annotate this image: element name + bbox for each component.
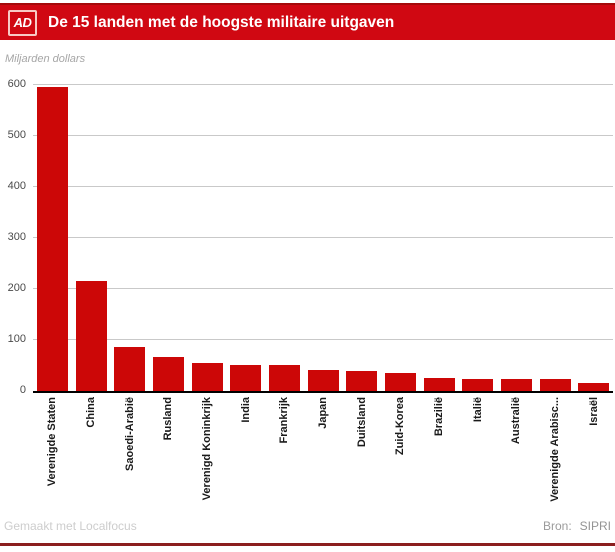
bar-cell — [33, 85, 72, 391]
x-tick-label: Frankrijk — [278, 397, 291, 444]
credit-text: Gemaakt met Localfocus — [4, 519, 137, 533]
bar-cell — [420, 85, 459, 391]
bar-Japan[interactable] — [307, 370, 339, 391]
bar-cell — [265, 85, 304, 391]
bar-cell — [342, 85, 381, 391]
x-tick-label: Brazilië — [433, 397, 446, 437]
bar-Italië[interactable] — [462, 379, 494, 391]
x-label-cell: India — [226, 397, 265, 509]
gridline-100 — [33, 339, 613, 340]
axis-unit-label: Miljarden dollars — [5, 53, 86, 65]
x-tick-label: Rusland — [162, 397, 175, 441]
x-tick-label: Saoedi-Arabië — [123, 397, 136, 471]
x-tick-label: Israël — [587, 397, 600, 426]
bar-India[interactable] — [230, 365, 262, 391]
bar-Australië[interactable] — [500, 379, 532, 391]
bar-Israël[interactable] — [578, 383, 610, 391]
bar-cell — [497, 85, 536, 391]
x-label-cell: China — [72, 397, 111, 509]
source-text: Bron: SIPRI — [543, 519, 611, 533]
page-title: De 15 landen met de hoogste militaire ui… — [48, 13, 395, 31]
bar-cell — [149, 85, 188, 391]
y-tick-label-200: 200 — [7, 282, 26, 294]
x-label-cell: Verenigd Koninkrijk — [188, 397, 227, 509]
bar-cell — [226, 85, 265, 391]
bottom-accent-bar — [0, 543, 615, 546]
x-label-cell: Verenigde Arabisc... — [536, 397, 575, 509]
x-tick-label: India — [239, 397, 252, 423]
x-tick-label: Australië — [510, 397, 523, 445]
x-label-cell: Israël — [574, 397, 613, 509]
bar-Rusland[interactable] — [152, 357, 184, 391]
x-tick-label: Verenigd Koninkrijk — [201, 397, 214, 501]
x-axis-line — [33, 391, 613, 393]
y-tick-label-400: 400 — [7, 180, 26, 192]
source-value: SIPRI — [579, 519, 611, 533]
x-tick-label: Duitsland — [355, 397, 368, 448]
x-tick-label: Verenigde Arabisc... — [549, 397, 562, 502]
y-tick-label-500: 500 — [7, 129, 26, 141]
y-tick-label-100: 100 — [7, 333, 26, 345]
x-tick-label: Zuid-Korea — [394, 397, 407, 456]
bar-Zuid-Korea[interactable] — [384, 373, 416, 391]
x-tick-label: Japan — [317, 397, 330, 429]
x-tick-label: China — [85, 397, 97, 428]
x-label-cell: Brazilië — [420, 397, 459, 509]
source-label: Bron: — [542, 519, 572, 533]
bar-cell — [304, 85, 343, 391]
x-label-cell: Rusland — [149, 397, 188, 509]
bar-Verenigd Koninkrijk[interactable] — [191, 363, 223, 391]
bar-Saoedi-Arabië[interactable] — [114, 347, 146, 391]
ad-logo: AD — [8, 9, 37, 36]
x-tick-label: Verenigde Staten — [46, 397, 59, 487]
bar-series — [33, 85, 613, 391]
bar-cell — [574, 85, 613, 391]
bar-cell — [458, 85, 497, 391]
x-tick-label: Italië — [471, 397, 484, 423]
x-label-cell: Frankrijk — [265, 397, 304, 509]
x-label-cell: Verenigde Staten — [33, 397, 72, 509]
gridline-600 — [33, 84, 613, 85]
gridline-400 — [33, 186, 613, 187]
x-label-cell: Saoedi-Arabië — [110, 397, 149, 509]
plot-area — [33, 84, 613, 391]
bar-Frankrijk[interactable] — [268, 365, 300, 391]
bar-Verenigde Staten[interactable] — [36, 87, 68, 391]
x-axis-labels: Verenigde Staten China Saoedi-Arabië Ruslan… — [33, 397, 613, 509]
x-label-cell: Zuid-Korea — [381, 397, 420, 509]
x-label-cell: Italië — [458, 397, 497, 509]
title-bar: AD De 15 landen met de hoogste militaire… — [0, 3, 615, 40]
x-label-cell: Australië — [497, 397, 536, 509]
x-label-cell: Duitsland — [342, 397, 381, 509]
x-label-cell: Japan — [304, 397, 343, 509]
y-tick-label-300: 300 — [7, 231, 26, 243]
gridline-300 — [33, 237, 613, 238]
bar-Brazilië[interactable] — [423, 378, 455, 391]
bar-Duitsland[interactable] — [346, 371, 378, 391]
bar-cell — [188, 85, 227, 391]
gridline-200 — [33, 288, 613, 289]
bar-cell — [72, 85, 111, 391]
bar-Verenigde Arabisc...[interactable] — [539, 379, 571, 391]
gridline-500 — [33, 135, 613, 136]
y-tick-label-0: 0 — [19, 384, 26, 396]
bar-China[interactable] — [75, 281, 107, 391]
bar-cell — [536, 85, 575, 391]
bar-cell — [110, 85, 149, 391]
bar-cell — [381, 85, 420, 391]
y-tick-label-600: 600 — [7, 78, 26, 90]
